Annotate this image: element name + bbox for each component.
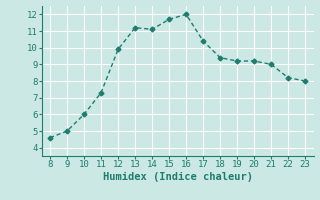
X-axis label: Humidex (Indice chaleur): Humidex (Indice chaleur) <box>103 172 252 182</box>
